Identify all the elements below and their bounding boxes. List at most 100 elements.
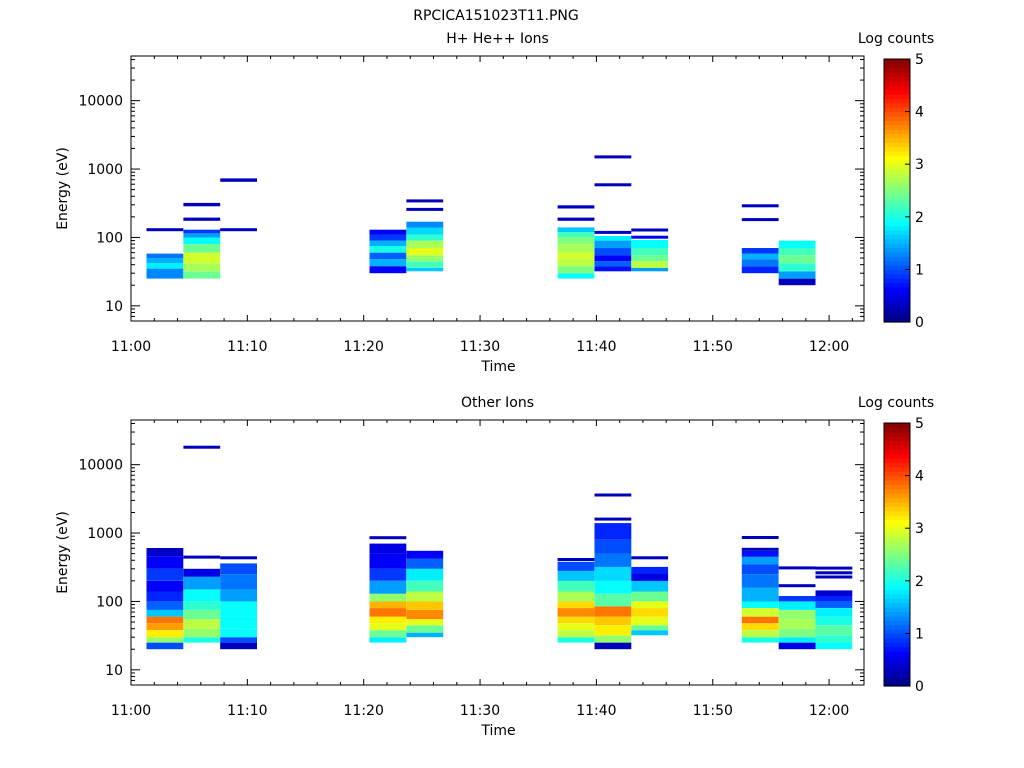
colorbar-swatch bbox=[884, 129, 910, 135]
heatmap-cell bbox=[146, 610, 184, 617]
colorbar-swatch bbox=[884, 208, 910, 214]
colorbar-swatch bbox=[884, 80, 910, 86]
heatmap-cell bbox=[369, 252, 407, 260]
heatmap-cell bbox=[183, 217, 221, 221]
heatmap-cell bbox=[406, 199, 444, 203]
heatmap-cell bbox=[146, 228, 184, 232]
heatmap-cell bbox=[778, 263, 816, 272]
heatmap-cell bbox=[594, 255, 632, 262]
colorbar-swatch bbox=[884, 181, 910, 187]
colorbar-swatch bbox=[884, 532, 910, 538]
heatmap-cell bbox=[406, 240, 444, 249]
colorbar-swatch bbox=[884, 567, 910, 573]
heatmap-cell bbox=[631, 267, 669, 272]
heatmap-cell bbox=[741, 637, 779, 643]
heatmap-cell bbox=[183, 233, 221, 238]
colorbar-swatch bbox=[884, 672, 910, 678]
heatmap-cell bbox=[778, 255, 816, 264]
heatmap-cell bbox=[406, 234, 444, 241]
colorbar-swatch bbox=[884, 545, 910, 551]
heatmap-cell bbox=[741, 601, 779, 608]
colorbar-swatch bbox=[884, 655, 910, 661]
heatmap-cell bbox=[741, 616, 779, 624]
heatmap-cell bbox=[369, 536, 407, 540]
heatmap-cell bbox=[220, 616, 257, 629]
x-tick-label: 11:20 bbox=[344, 703, 384, 719]
heatmap-cell bbox=[369, 553, 407, 569]
colorbar: 0 1 2 3 4 5 Log counts bbox=[858, 395, 934, 695]
heatmap-cell bbox=[815, 575, 853, 579]
colorbar-swatch bbox=[884, 260, 910, 266]
heatmap-cell bbox=[778, 628, 816, 638]
heatmap-cell bbox=[631, 556, 669, 560]
colorbar-tick-label: 3 bbox=[915, 157, 924, 173]
heatmap-cell bbox=[146, 616, 184, 624]
heatmap-cell bbox=[146, 591, 184, 602]
heatmap-cell bbox=[631, 255, 669, 262]
heatmap-cell bbox=[631, 630, 669, 636]
colorbar-swatch bbox=[884, 155, 910, 161]
colorbar-swatch bbox=[884, 646, 910, 652]
heatmap-cell bbox=[557, 630, 595, 638]
heatmap-cell bbox=[183, 601, 221, 610]
colorbar-swatch bbox=[884, 629, 910, 634]
colorbar-swatch bbox=[884, 107, 910, 113]
colorbar-frame bbox=[883, 58, 911, 323]
heatmap-cell bbox=[220, 228, 257, 232]
colorbar-swatch bbox=[884, 466, 910, 472]
heatmap-cell bbox=[220, 628, 257, 638]
heatmap-cell bbox=[594, 155, 632, 159]
heatmap-cell bbox=[369, 229, 407, 235]
colorbar-swatch bbox=[884, 642, 910, 648]
heatmap-cell bbox=[369, 234, 407, 241]
heatmap-cell bbox=[406, 619, 444, 626]
heatmap-cell bbox=[406, 248, 444, 256]
y-axis-label: Energy (eV) bbox=[55, 147, 71, 230]
colorbar-swatch bbox=[884, 212, 910, 218]
heatmap-cell bbox=[631, 591, 669, 602]
heatmap-cell bbox=[183, 237, 221, 244]
heatmap-cell bbox=[406, 227, 444, 235]
heatmap-cell bbox=[594, 266, 632, 272]
colorbar-swatch bbox=[884, 458, 910, 464]
heatmap-cell bbox=[183, 202, 221, 207]
heatmap-cell bbox=[594, 261, 632, 267]
colorbar-swatch bbox=[884, 479, 910, 485]
heatmap-cell bbox=[183, 619, 221, 629]
plot-frame bbox=[130, 55, 865, 322]
heatmap-cell bbox=[369, 240, 407, 246]
colorbar-swatch bbox=[884, 85, 910, 91]
heatmap-cell bbox=[594, 642, 632, 650]
heatmap-cell bbox=[406, 591, 444, 602]
colorbar-swatch bbox=[884, 186, 910, 192]
heatmap-cell bbox=[778, 278, 816, 286]
heatmap-cell bbox=[406, 207, 444, 211]
heatmap-cell bbox=[778, 584, 816, 588]
heatmap-cell bbox=[594, 606, 632, 617]
heatmap-cell bbox=[594, 580, 632, 594]
heatmap-cell bbox=[369, 246, 407, 253]
heatmap-cell bbox=[594, 517, 632, 521]
heatmap-cell bbox=[220, 556, 257, 560]
colorbar-swatch bbox=[884, 273, 910, 279]
heatmap-cell bbox=[146, 637, 184, 643]
panel-title: H+ He++ Ions bbox=[446, 31, 549, 47]
colorbar-swatch bbox=[884, 493, 910, 499]
colorbar-swatch bbox=[884, 515, 910, 521]
heatmap-cell bbox=[741, 536, 779, 539]
heatmap-cell bbox=[146, 550, 184, 557]
heatmap-cell bbox=[741, 623, 779, 631]
colorbar-swatch bbox=[884, 664, 910, 670]
heatmap-cell bbox=[406, 550, 444, 559]
y-axis-label: Energy (eV) bbox=[55, 511, 71, 594]
heatmap-cell bbox=[406, 580, 444, 592]
panel-other-ions: Other Ions 11:00 11:10 11:20 11:30 11:40 11:50… bbox=[55, 395, 934, 739]
colorbar-swatch bbox=[884, 475, 910, 481]
heatmap-cell bbox=[183, 445, 221, 449]
heatmap-cell bbox=[741, 253, 779, 260]
colorbar-label: Log counts bbox=[858, 395, 934, 411]
heatmap-cell bbox=[741, 218, 779, 222]
heatmap-cell bbox=[778, 566, 816, 570]
colorbar-swatch bbox=[884, 550, 910, 556]
colorbar-swatch bbox=[884, 427, 910, 433]
